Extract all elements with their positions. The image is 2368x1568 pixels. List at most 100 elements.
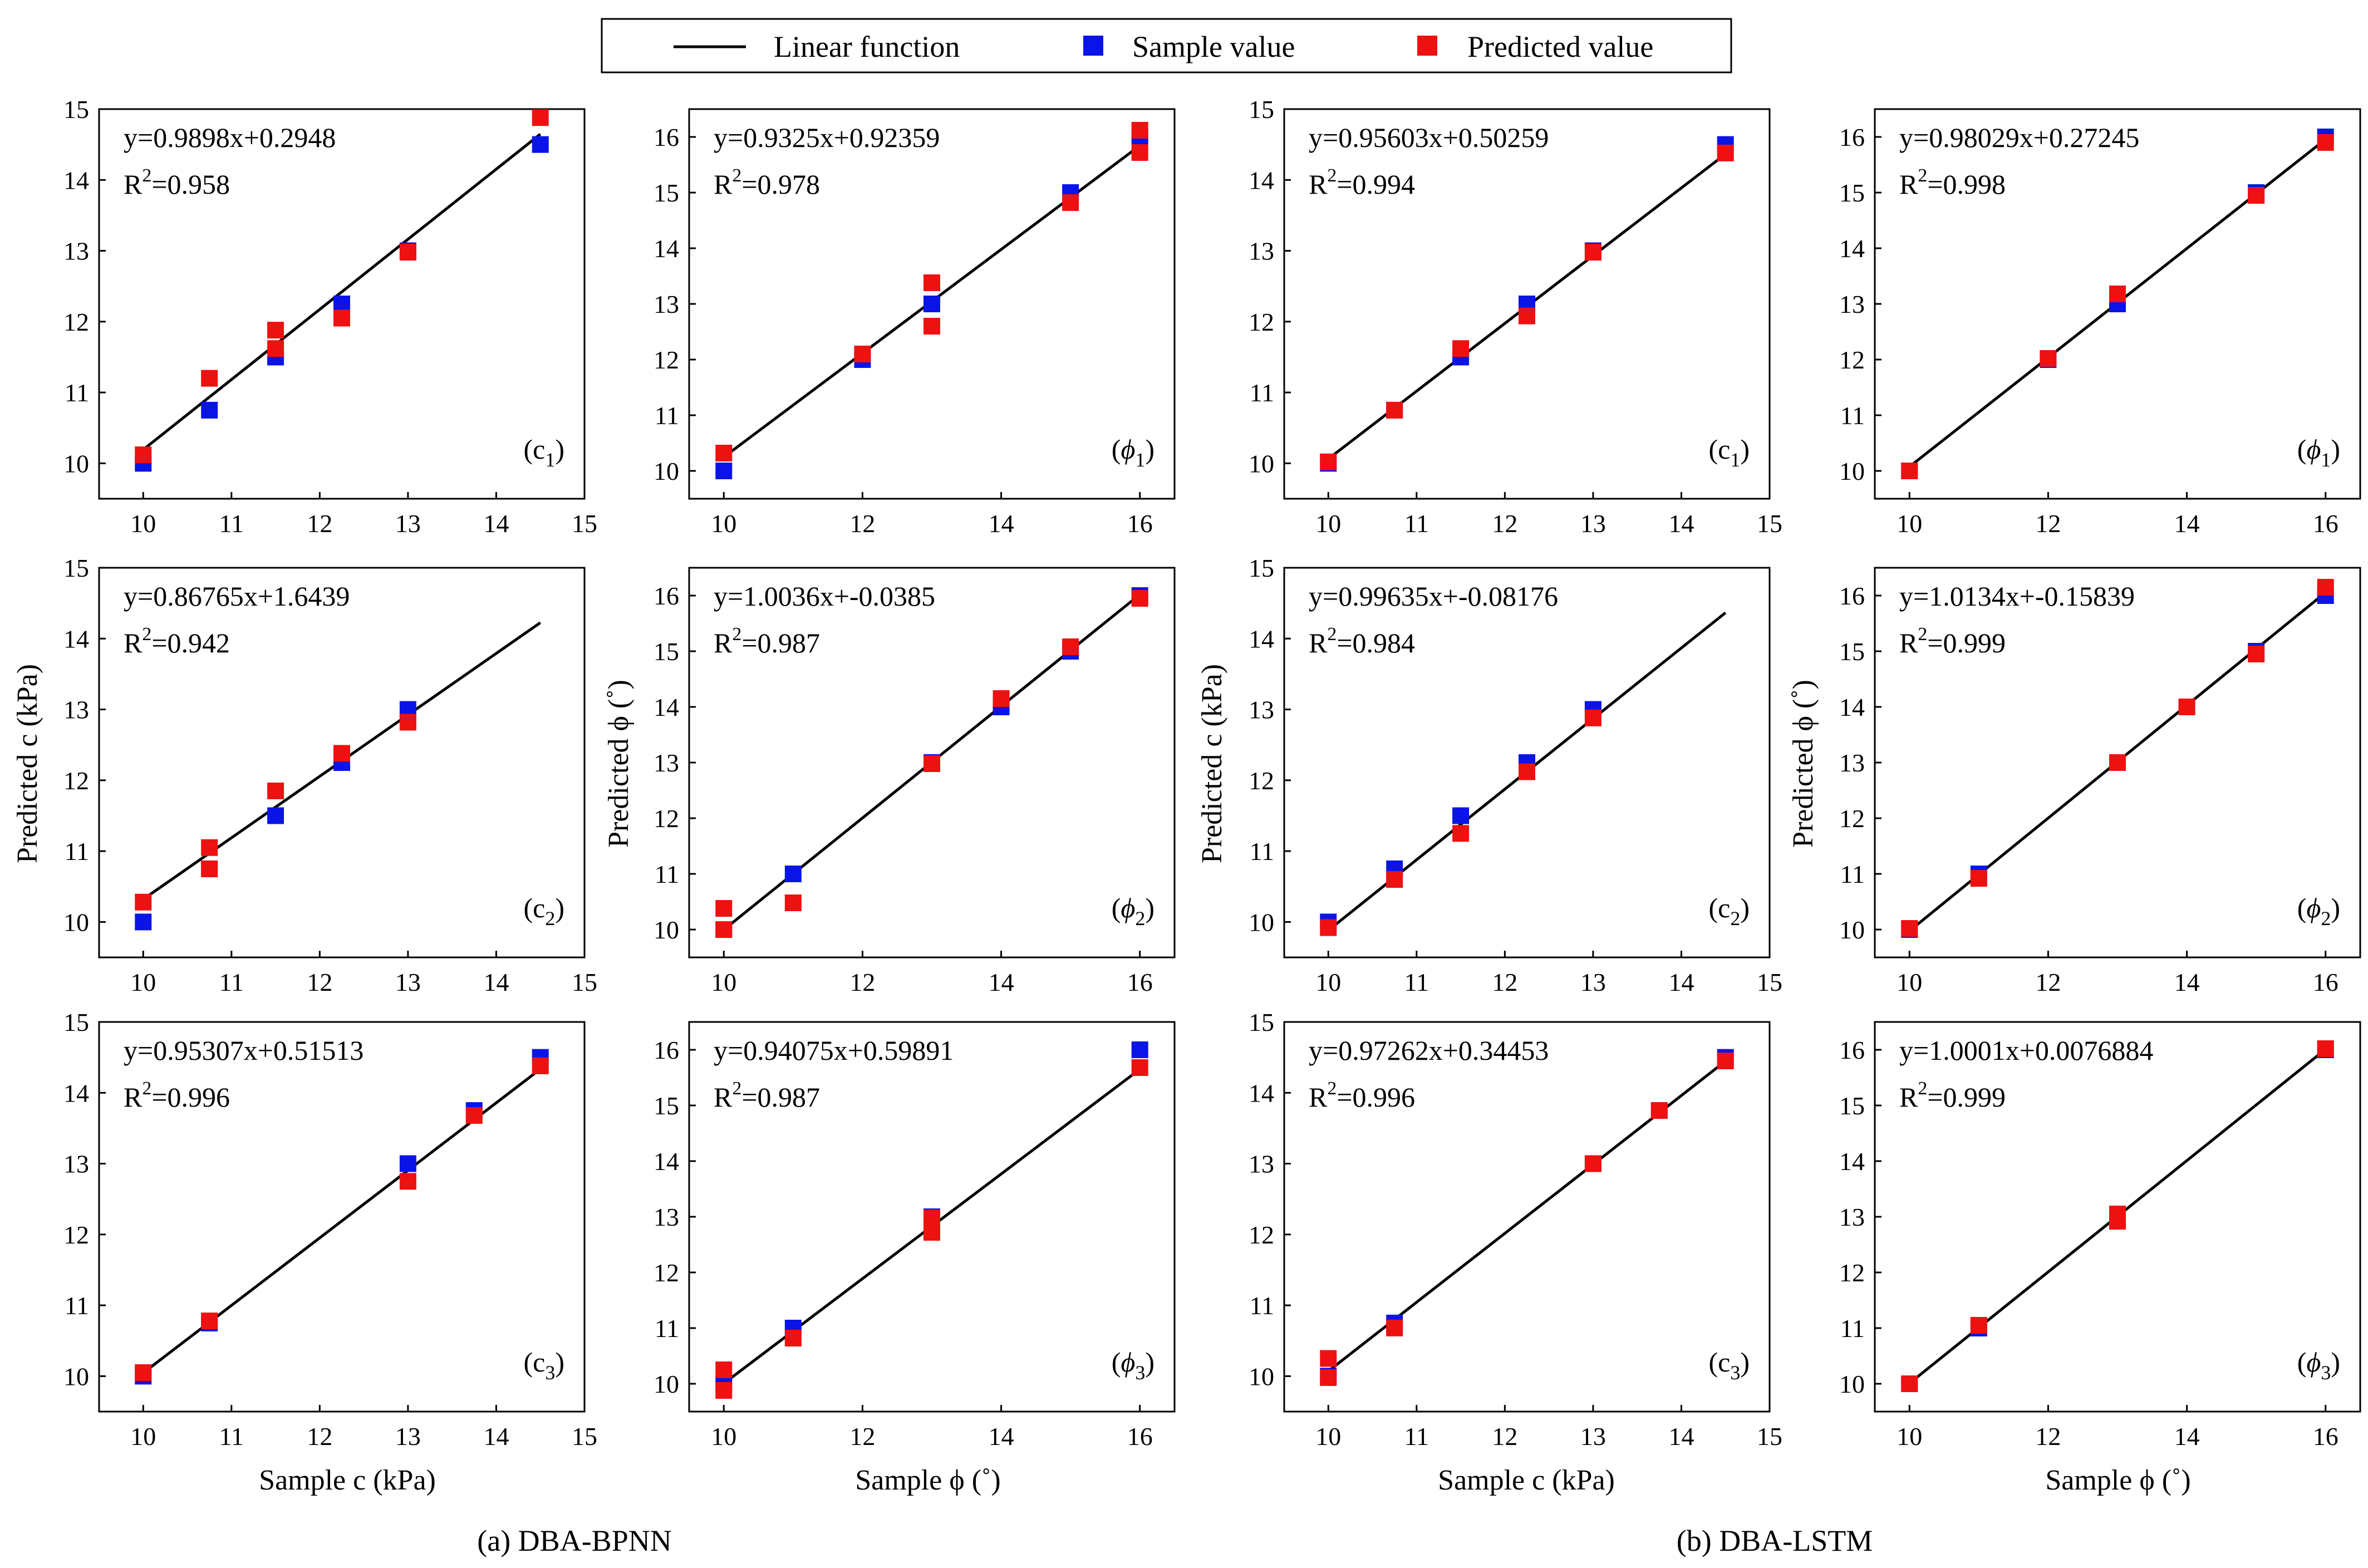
fit-equation: y=0.95603x+0.50259 (1309, 122, 1549, 153)
panel-label: (ϕ3) (2297, 1346, 2340, 1384)
panel-label-subscript: 3 (545, 1361, 555, 1384)
y-tick-label: 13 (1839, 1203, 1865, 1231)
r-squared-symbol: R (1309, 1082, 1328, 1113)
y-tick-label: 10 (654, 1370, 679, 1398)
panel-label: (c3) (523, 1346, 564, 1384)
y-tick-label: 10 (1249, 1362, 1274, 1390)
predicted-point (1717, 144, 1734, 161)
r-squared-value: =0.996 (1337, 1082, 1415, 1113)
predicted-point (1320, 1350, 1337, 1367)
predicted-point (2109, 286, 2126, 302)
panel-label-symbol: ϕ (1121, 892, 1135, 923)
x-axis-label-c-lstm: Sample c (kPa) (1438, 1464, 1615, 1496)
x-tick-label: 12 (1492, 1422, 1517, 1451)
fit-equation: y=0.86765x+1.6439 (124, 581, 350, 612)
predicted-point (1717, 1053, 1734, 1069)
panel-label: (c2) (523, 892, 564, 930)
x-tick-label: 12 (1492, 968, 1517, 996)
predicted-point (1650, 1102, 1668, 1119)
y-tick-label: 10 (654, 457, 679, 485)
predicted-point (201, 1313, 218, 1330)
predicted-point (201, 370, 218, 387)
y-tick-label: 15 (1839, 1092, 1865, 1120)
x-tick-label: 14 (989, 1422, 1014, 1451)
r-squared-exponent: 2 (142, 165, 151, 186)
predicted-point (2317, 134, 2334, 151)
panel-label: (c1) (523, 434, 564, 471)
x-axis-label-phi-bpnn: Sample ϕ (˚) (855, 1464, 1000, 1496)
x-tick-label: 10 (711, 1422, 736, 1451)
panel-label-close: ) (555, 1346, 564, 1378)
y-tick-label: 10 (1839, 457, 1865, 485)
x-tick-label: 11 (219, 1422, 244, 1451)
r-squared: R2=0.996 (1309, 1078, 1415, 1113)
x-tick-label: 11 (219, 509, 244, 538)
r-squared-exponent: 2 (732, 1078, 741, 1099)
x-tick-label: 13 (1580, 1422, 1606, 1451)
y-tick-label: 16 (1839, 123, 1865, 151)
fit-equation: y=0.95307x+0.51513 (124, 1035, 363, 1066)
y-tick-label: 11 (655, 860, 679, 888)
x-tick-label: 15 (572, 968, 597, 996)
x-tick-label: 10 (1897, 509, 1922, 538)
y-tick-label: 16 (654, 1036, 679, 1064)
x-tick-label: 14 (483, 968, 509, 996)
y-tick-label: 11 (655, 1314, 679, 1343)
x-tick-label: 10 (1315, 968, 1341, 996)
fit-line (142, 132, 542, 451)
r-squared-exponent: 2 (1327, 624, 1337, 645)
y-tick-label: 15 (1249, 554, 1274, 582)
panel-label-subscript: 3 (1730, 1361, 1740, 1384)
predicted-point (1386, 1319, 1403, 1336)
plot-frame (98, 1021, 586, 1413)
panel-label-close: ) (555, 892, 564, 923)
x-tick-label: 12 (2035, 968, 2061, 996)
x-axis-label-phi-lstm: Sample ϕ (˚) (2045, 1464, 2190, 1496)
y-tick-label: 14 (654, 234, 679, 263)
r-squared-symbol: R (1309, 627, 1328, 658)
legend-predicted-label: Predicted value (1467, 30, 1653, 63)
y-tick-label: 13 (1839, 749, 1865, 777)
predicted-point (923, 274, 940, 291)
predicted-point (1970, 870, 1987, 887)
r-squared-value: =0.978 (741, 169, 820, 200)
predicted-point (399, 1173, 416, 1190)
r-squared-exponent: 2 (732, 624, 741, 645)
x-tick-label: 10 (130, 509, 156, 538)
panel-label-close: ) (1145, 1346, 1154, 1378)
y-tick-label: 13 (654, 1203, 679, 1231)
r-squared-symbol: R (124, 627, 143, 658)
y-tick-label: 12 (1839, 804, 1865, 833)
axis-titles: Predicted c (kPa) Predicted ϕ (˚) Predic… (12, 664, 2191, 1496)
y-tick-label: 13 (1249, 1150, 1274, 1178)
panel-dba-lstm-c1: 10 11 12 13 14 15101112131415y=0.95603x+0.502… (1249, 95, 1782, 538)
y-tick-label: 11 (1250, 837, 1274, 866)
y-tick-label: 11 (65, 379, 89, 407)
predicted-point (923, 1224, 940, 1241)
caption-bpnn: (a) DBA-BPNN (477, 1524, 671, 1557)
panel-label-open: ( (523, 434, 533, 465)
panel-label-open: ( (1708, 1346, 1718, 1378)
r-squared: R2=0.998 (1899, 165, 2006, 200)
fit-equation: y=0.94075x+0.59891 (714, 1035, 954, 1066)
predicted-point (1452, 340, 1470, 357)
predicted-point (923, 755, 940, 772)
predicted-point (532, 109, 549, 126)
y-tick-label: 15 (1249, 1008, 1274, 1036)
r-squared-symbol: R (124, 169, 143, 200)
panels: 10 11 12 13 14 15101112131415y=0.9898x+0.2948… (63, 95, 2361, 1451)
y-tick-label: 15 (654, 1092, 679, 1120)
r-squared: R2=0.942 (124, 624, 230, 658)
y-tick-label: 10 (63, 1362, 89, 1390)
panel-dba-lstm-c2: 10 11 12 13 14 15 10 11 12 13 14 15 y=0.99635x+-0.08… (1249, 554, 1782, 996)
panel-label-subscript: 1 (1135, 449, 1145, 471)
x-tick-label: 16 (2313, 509, 2338, 538)
panel-label-subscript: 3 (1135, 1361, 1145, 1384)
sample-point (532, 136, 549, 153)
x-tick-label: 13 (395, 968, 421, 996)
panel-label-close: ) (1145, 892, 1154, 923)
x-tick-label: 12 (1492, 509, 1517, 538)
x-tick-label: 14 (989, 968, 1014, 996)
panel-label-close: ) (1740, 1346, 1750, 1378)
r-squared-exponent: 2 (1327, 1078, 1337, 1099)
